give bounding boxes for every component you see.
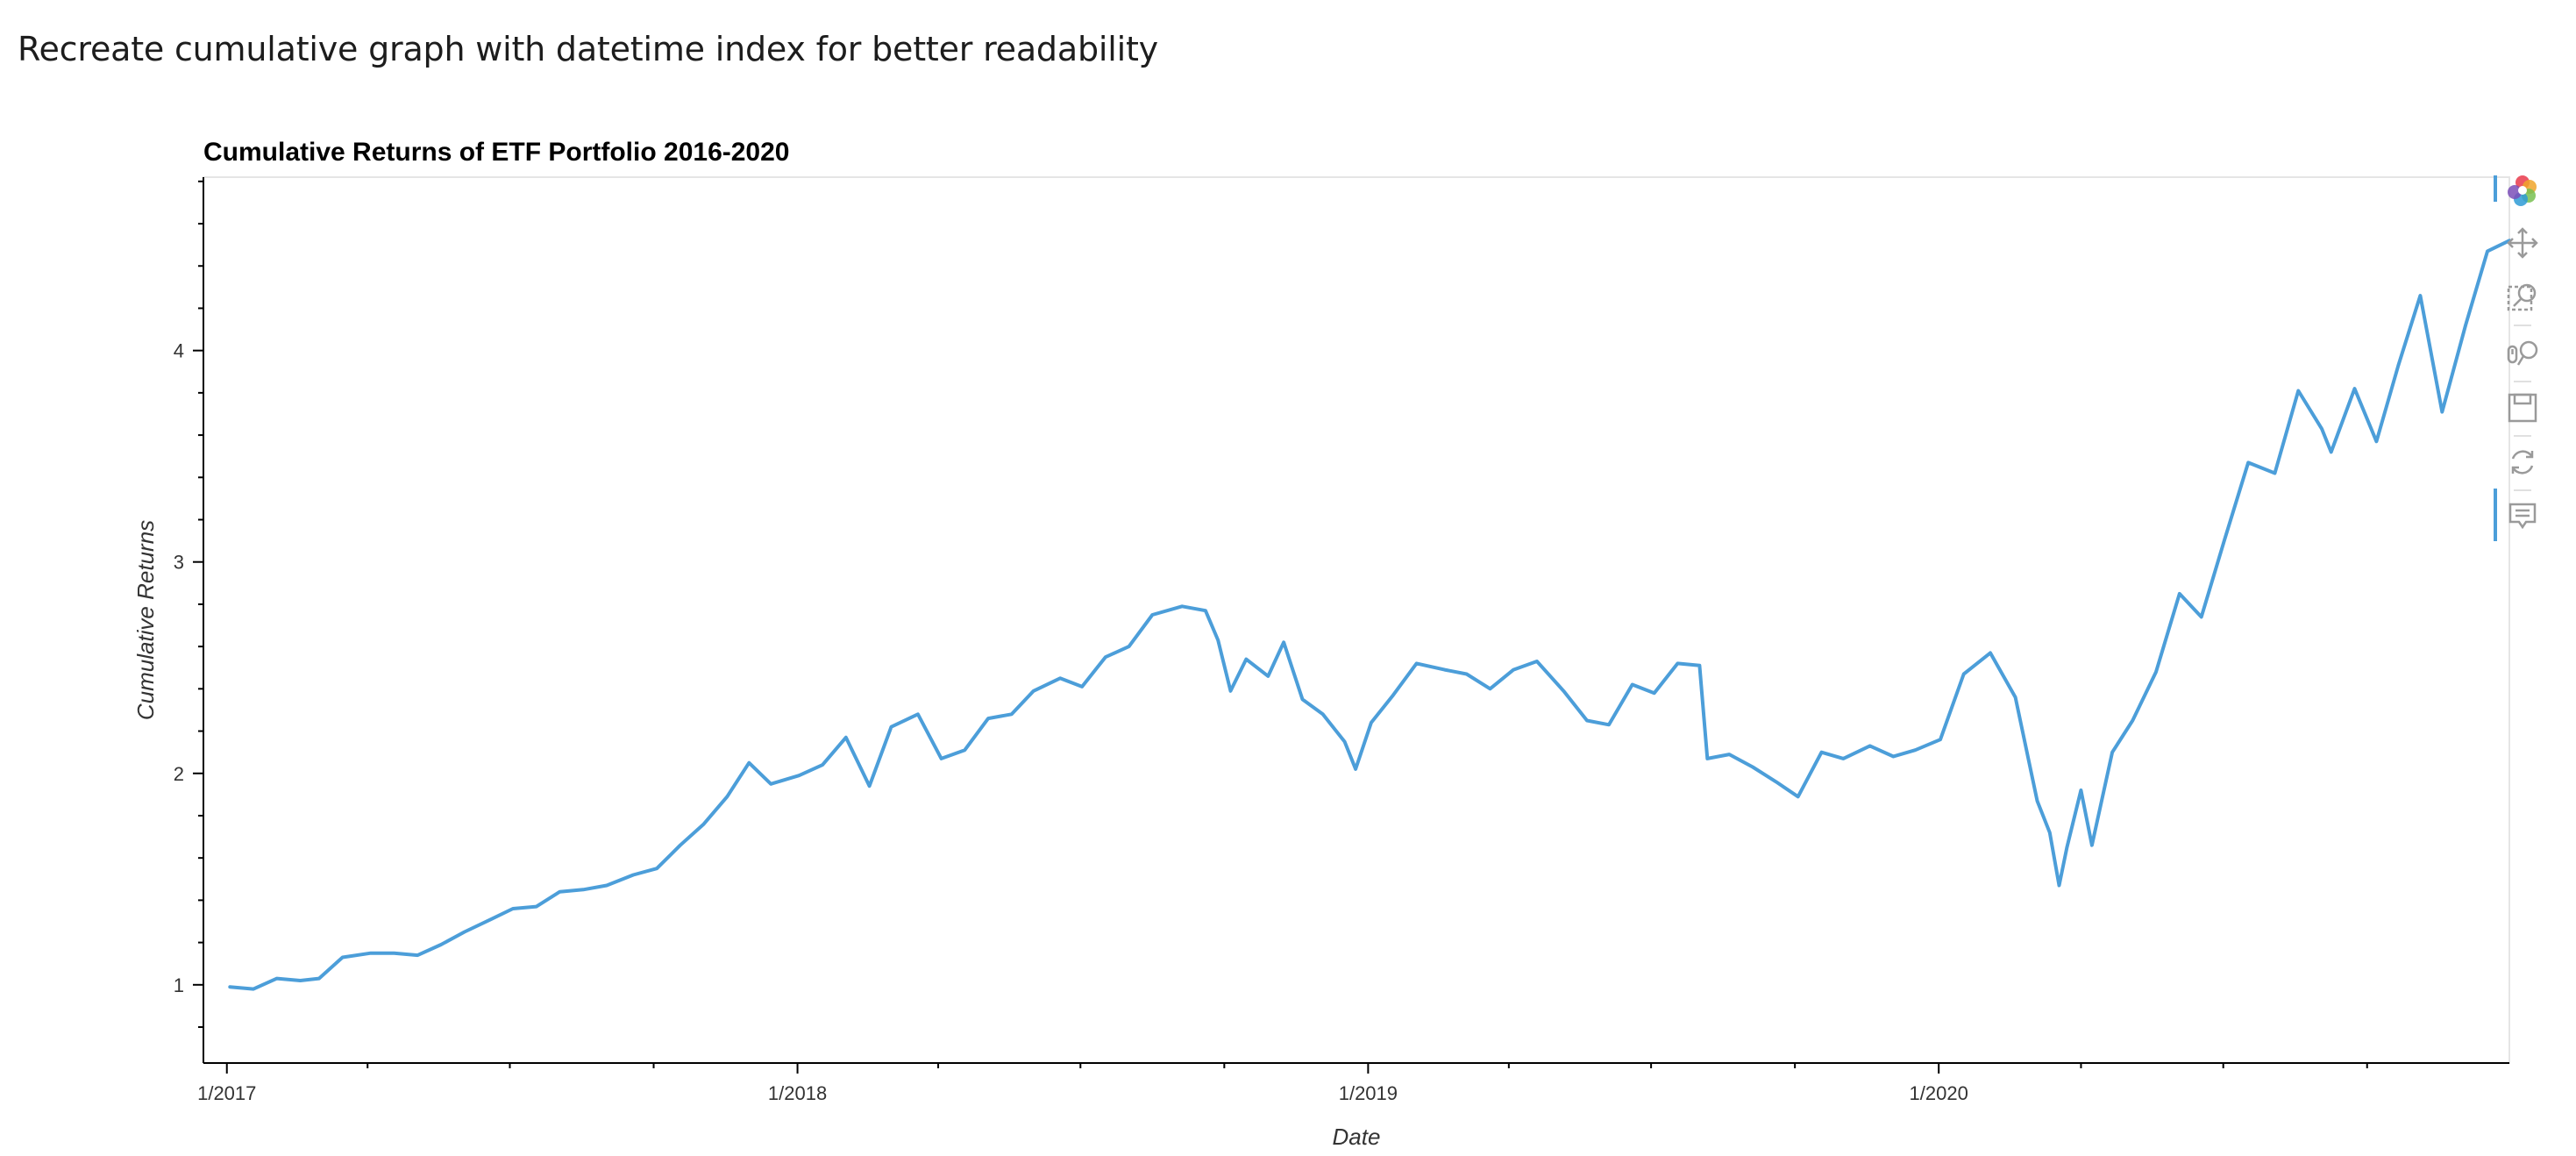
x-tick-label: 1/2017 <box>197 1082 256 1104</box>
x-axis-label: Date <box>1333 1124 1381 1150</box>
y-tick-label: 2 <box>174 763 184 785</box>
active-tool-indicator <box>2494 489 2497 541</box>
x-tick-label: 1/2020 <box>1910 1082 1968 1104</box>
x-tick-label: 1/2019 <box>1339 1082 1398 1104</box>
toolbar-separator <box>2514 435 2531 437</box>
axes: 1/2017 1/2018 1/2019 1/2020 1 2 3 4 <box>174 177 2509 1104</box>
save-icon[interactable] <box>2501 386 2544 430</box>
reset-icon[interactable] <box>2501 440 2544 484</box>
y-axis-label: Cumulative Returns <box>132 520 159 720</box>
y-tick-label: 4 <box>174 340 184 362</box>
active-tool-indicator <box>2494 175 2497 202</box>
y-tick-label: 3 <box>174 552 184 574</box>
box-zoom-icon[interactable] <box>2501 275 2544 319</box>
cumulative-returns-line <box>228 239 2511 991</box>
toolbar-separator <box>2514 325 2531 326</box>
y-tick-label: 1 <box>174 974 184 996</box>
page-heading: Recreate cumulative graph with datetime … <box>18 30 1158 68</box>
series-layer <box>228 239 2511 991</box>
x-tick-label: 1/2018 <box>768 1082 827 1104</box>
chart-title: Cumulative Returns of ETF Portfolio 2016… <box>203 138 789 167</box>
pan-icon[interactable] <box>2501 221 2544 265</box>
plot-frame <box>203 176 2510 1064</box>
chart-toolbar <box>2494 168 2544 554</box>
bokeh-logo-icon[interactable] <box>2501 168 2544 212</box>
toolbar-separator <box>2514 489 2531 491</box>
hover-icon[interactable] <box>2501 495 2544 539</box>
toolbar-separator <box>2514 381 2531 382</box>
wheel-zoom-icon[interactable] <box>2501 332 2544 375</box>
